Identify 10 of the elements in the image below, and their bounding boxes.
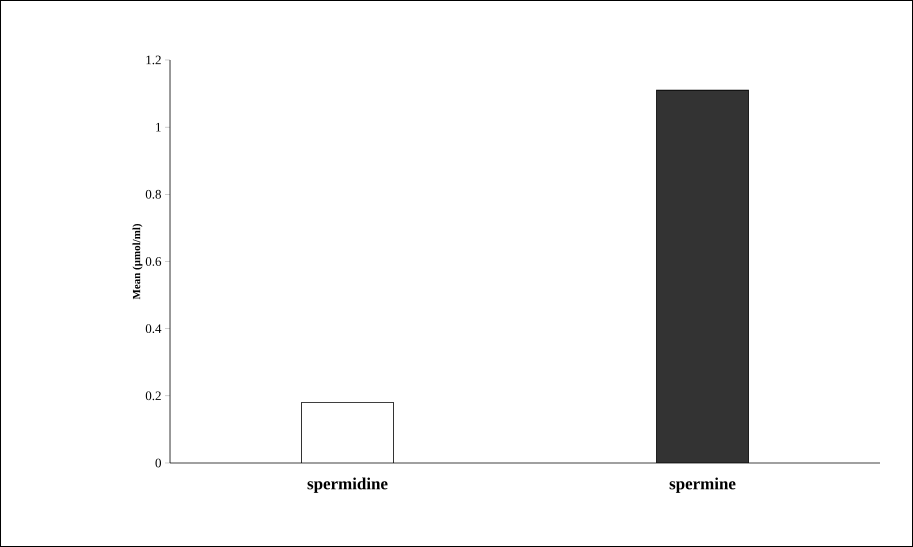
y-tick-label: 0.8 xyxy=(146,190,161,199)
y-tick-label: 0.6 xyxy=(146,257,162,266)
y-tick-label: 1.2 xyxy=(146,56,161,64)
y-axis-title: Mean (µmol/ml) xyxy=(132,224,142,300)
y-tick-label: 0.2 xyxy=(146,391,161,400)
y-tick-label: 0.4 xyxy=(146,324,162,334)
x-tick-label: spermidine xyxy=(308,478,388,493)
y-tick-label: 0 xyxy=(156,458,161,468)
y-tick-label: 1 xyxy=(156,122,161,132)
x-tick-label: spermine xyxy=(670,478,736,493)
